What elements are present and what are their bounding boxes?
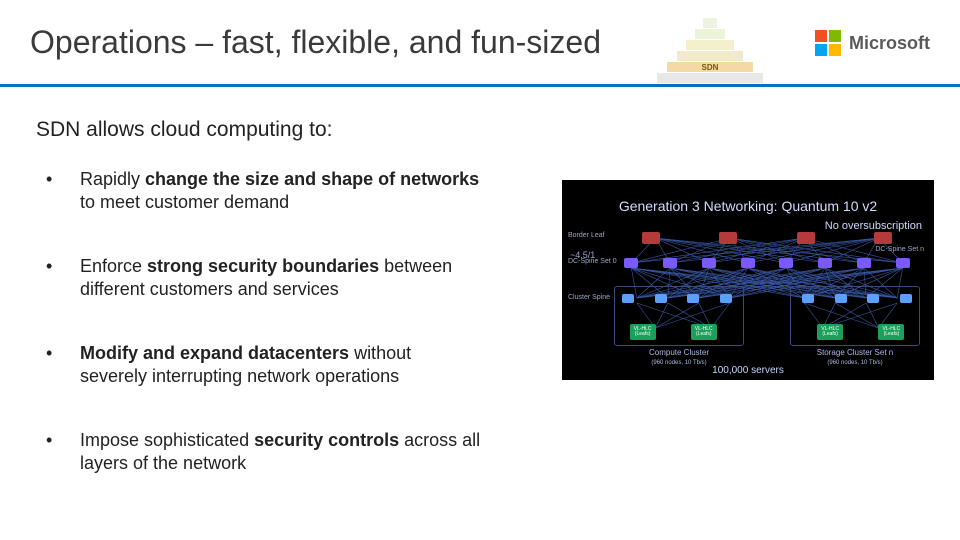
- bullet-item: Enforce strong security boundaries betwe…: [42, 255, 482, 300]
- diagram-annot: Cluster Spine: [568, 294, 610, 301]
- node-dc-spine: [663, 258, 677, 268]
- microsoft-logo-text: Microsoft: [849, 33, 930, 54]
- slide-root: Operations – fast, flexible, and fun-siz…: [0, 0, 960, 540]
- node-border-leaf: [719, 232, 737, 244]
- bullet-text-bold: Modify and expand datacenters: [80, 343, 349, 363]
- bullet-item: Impose sophisticated security controls a…: [42, 429, 482, 474]
- diagram-annot: DC-Spine Set 0: [568, 258, 617, 265]
- diagram-annot: DC-Spine Set n: [875, 246, 924, 253]
- node-dc-spine: [896, 258, 910, 268]
- node-border-leaf: [874, 232, 892, 244]
- bullet-text-bold: security controls: [254, 430, 399, 450]
- node-dc-spine: [624, 258, 638, 268]
- diagram-no-oversub: No oversubscription: [825, 220, 922, 232]
- diagram-cluster-box-left: [614, 286, 744, 346]
- node-border-leaf: [797, 232, 815, 244]
- node-dc-spine: [741, 258, 755, 268]
- diagram-row-top: [612, 232, 922, 244]
- bullet-text-bold: change the size and shape of networks: [145, 169, 479, 189]
- diagram-cluster-box-right: [790, 286, 920, 346]
- label-text: Compute Cluster: [649, 348, 709, 357]
- bullet-item: Modify and expand datacenters without se…: [42, 342, 482, 387]
- node-border-leaf: [642, 232, 660, 244]
- diagram-area: Border Leaf DC-Spine Set 0 DC-Spine Set …: [612, 232, 922, 366]
- bullet-text-post: to meet customer demand: [80, 192, 289, 212]
- bullet-item: Rapidly change the size and shape of net…: [42, 168, 482, 213]
- page-title: Operations – fast, flexible, and fun-siz…: [30, 24, 601, 61]
- network-diagram: Generation 3 Networking: Quantum 10 v2 N…: [562, 180, 934, 380]
- subheading: SDN allows cloud computing to:: [36, 118, 332, 142]
- node-dc-spine: [818, 258, 832, 268]
- node-dc-spine: [857, 258, 871, 268]
- bullet-list: Rapidly change the size and shape of net…: [42, 168, 482, 516]
- diagram-title: Generation 3 Networking: Quantum 10 v2: [562, 198, 934, 214]
- diagram-row-spine: [612, 258, 922, 268]
- diagram-annot: Border Leaf: [568, 232, 605, 239]
- bullet-text-pre: Impose sophisticated: [80, 430, 254, 450]
- diagram-box-label-left: Compute Cluster (960 nodes, 10 Tb/s): [614, 348, 744, 366]
- node-dc-spine: [702, 258, 716, 268]
- pyramid-icon: SDN: [655, 18, 765, 80]
- bullet-text-bold: strong security boundaries: [147, 256, 379, 276]
- bullet-text-pre: Rapidly: [80, 169, 145, 189]
- microsoft-logo-icon: [815, 30, 841, 56]
- diagram-box-label-right: Storage Cluster Set n (960 nodes, 10 Tb/…: [790, 348, 920, 366]
- node-dc-spine: [779, 258, 793, 268]
- label-text: Storage Cluster Set n: [817, 348, 893, 357]
- diagram-footer: 100,000 servers: [562, 365, 934, 376]
- bullet-text-pre: Enforce: [80, 256, 147, 276]
- microsoft-logo: Microsoft: [815, 30, 930, 56]
- title-rule: [0, 84, 960, 87]
